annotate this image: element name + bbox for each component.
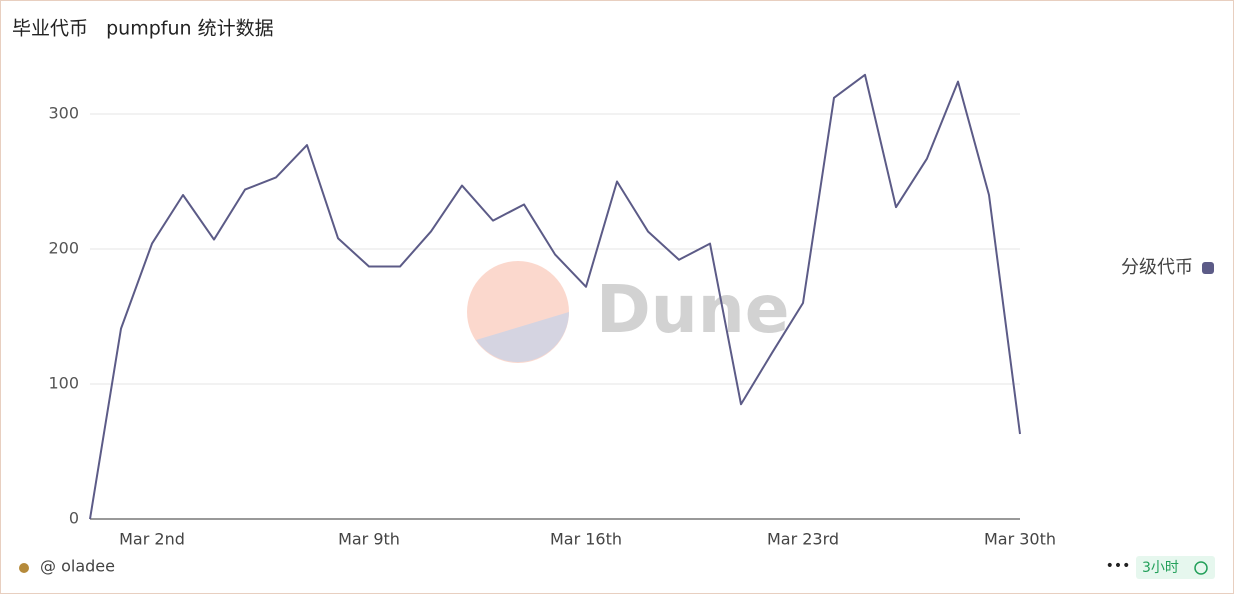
chart-title: 毕业代币 pumpfun 统计数据 [12,18,274,40]
x-tick-label: Mar 9th [338,530,400,549]
x-tick-label: Mar 16th [550,530,622,549]
watermark-logo [467,261,569,363]
badge[interactable] [1136,556,1215,579]
y-tick-label: 200 [48,239,79,258]
y-tick-label: 300 [48,104,79,123]
badge-text: 3小时 [1142,560,1179,576]
more-menu[interactable]: ••• [1106,558,1131,574]
avatar [19,563,29,573]
x-tick-label: Mar 30th [984,530,1056,549]
x-tick-label: Mar 2nd [119,530,185,549]
watermark: Dune [596,271,790,348]
x-tick-label: Mar 23rd [767,530,839,549]
y-tick-label: 0 [69,509,79,528]
legend-label: 分级代币 [1121,257,1193,278]
y-tick-label: 100 [48,374,79,393]
legend-swatch [1202,262,1214,274]
badge-icon [1194,561,1208,575]
line [89,73,1021,520]
author: @ oladee [40,557,115,576]
